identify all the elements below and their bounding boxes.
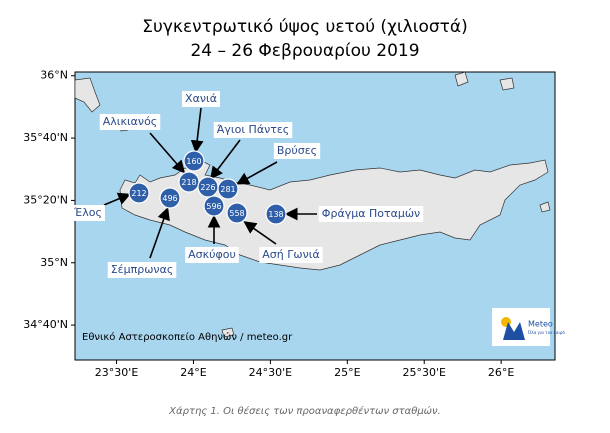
island <box>539 201 551 213</box>
stations: Χανιά 160 Αλικιανός 218 Άγιοι Πάντες 226 Βρύσε… <box>71 91 424 278</box>
axes: 23°30'E 24°E 24°30'E 25°E 25°30'E 26°E 36°N 35°… <box>23 69 514 379</box>
station-marker <box>159 187 181 209</box>
station-name: Έλος <box>73 206 102 219</box>
kythira <box>74 77 101 113</box>
gavdos <box>221 327 235 338</box>
title: Συγκεντρωτικό ύψος υετού (χιλιοστά) <box>142 17 467 37</box>
x-tick-label: 26°E <box>488 366 514 379</box>
label-box <box>259 247 323 263</box>
station-name: Αλικιανός <box>103 115 158 128</box>
arrow <box>243 221 277 245</box>
arrow <box>149 132 186 174</box>
logo-mark <box>503 322 525 340</box>
arrow <box>236 161 278 185</box>
x-tick-label: 24°E <box>180 366 206 379</box>
label-box <box>182 91 220 107</box>
station-value: 160 <box>186 157 201 166</box>
station-value: 138 <box>268 210 283 219</box>
station-value: 496 <box>162 194 177 203</box>
station-name: Ασή Γωνιά <box>262 248 319 261</box>
station-marker <box>128 182 150 204</box>
island <box>454 71 469 87</box>
x-tick-label: 25°30'E <box>402 366 446 379</box>
label-box <box>99 114 161 130</box>
y-tick-label: 35°40'N <box>23 131 68 144</box>
station-value: 281 <box>220 185 235 194</box>
y-tick-label: 35°N <box>40 256 68 269</box>
x-tick-label: 23°30'E <box>95 366 139 379</box>
label-box <box>185 247 239 263</box>
station-name: Ασκύφου <box>188 248 236 261</box>
station-value: 596 <box>206 202 221 211</box>
y-tick-label: 35°20'N <box>23 193 68 206</box>
station-name: Βρύσες <box>277 144 317 157</box>
label-box <box>71 205 105 221</box>
logo-name: Meteo <box>528 320 553 329</box>
x-tick-label: 25°E <box>334 366 360 379</box>
island <box>499 77 515 91</box>
station-marker <box>203 195 225 217</box>
station-name: Σέμπρωνας <box>111 263 174 276</box>
label-box <box>107 262 177 278</box>
label-box <box>318 206 424 222</box>
station-name: Χανιά <box>185 92 217 105</box>
logo-tagline: Όλα για τον καιρό <box>527 330 565 335</box>
arrow <box>210 139 241 180</box>
station-value: 558 <box>229 209 244 218</box>
station-value: 226 <box>200 183 215 192</box>
arrow <box>103 192 131 206</box>
station-marker <box>265 203 287 225</box>
x-tick-label: 24°30'E <box>249 366 293 379</box>
station-value: 212 <box>131 189 146 198</box>
subtitle: 24 – 26 Φεβρουαρίου 2019 <box>190 41 419 61</box>
credit: Εθνικό Αστεροσκοπείο Αθηνών / meteo.gr <box>82 331 293 343</box>
caption: Χάρτης 1. Οι θέσεις των προαναφερθέντων … <box>168 405 441 417</box>
station-name: Άγιοι Πάντες <box>217 123 290 136</box>
station-marker <box>226 202 248 224</box>
label-box <box>213 122 293 138</box>
station-name: Φράγμα Ποταμών <box>322 207 420 220</box>
label-box <box>273 143 321 159</box>
arrow <box>149 206 170 259</box>
y-tick-label: 36°N <box>40 69 68 82</box>
arrow <box>190 107 204 154</box>
station-value: 218 <box>181 178 196 187</box>
y-tick-label: 34°40'N <box>23 318 68 331</box>
station-marker <box>217 178 239 200</box>
